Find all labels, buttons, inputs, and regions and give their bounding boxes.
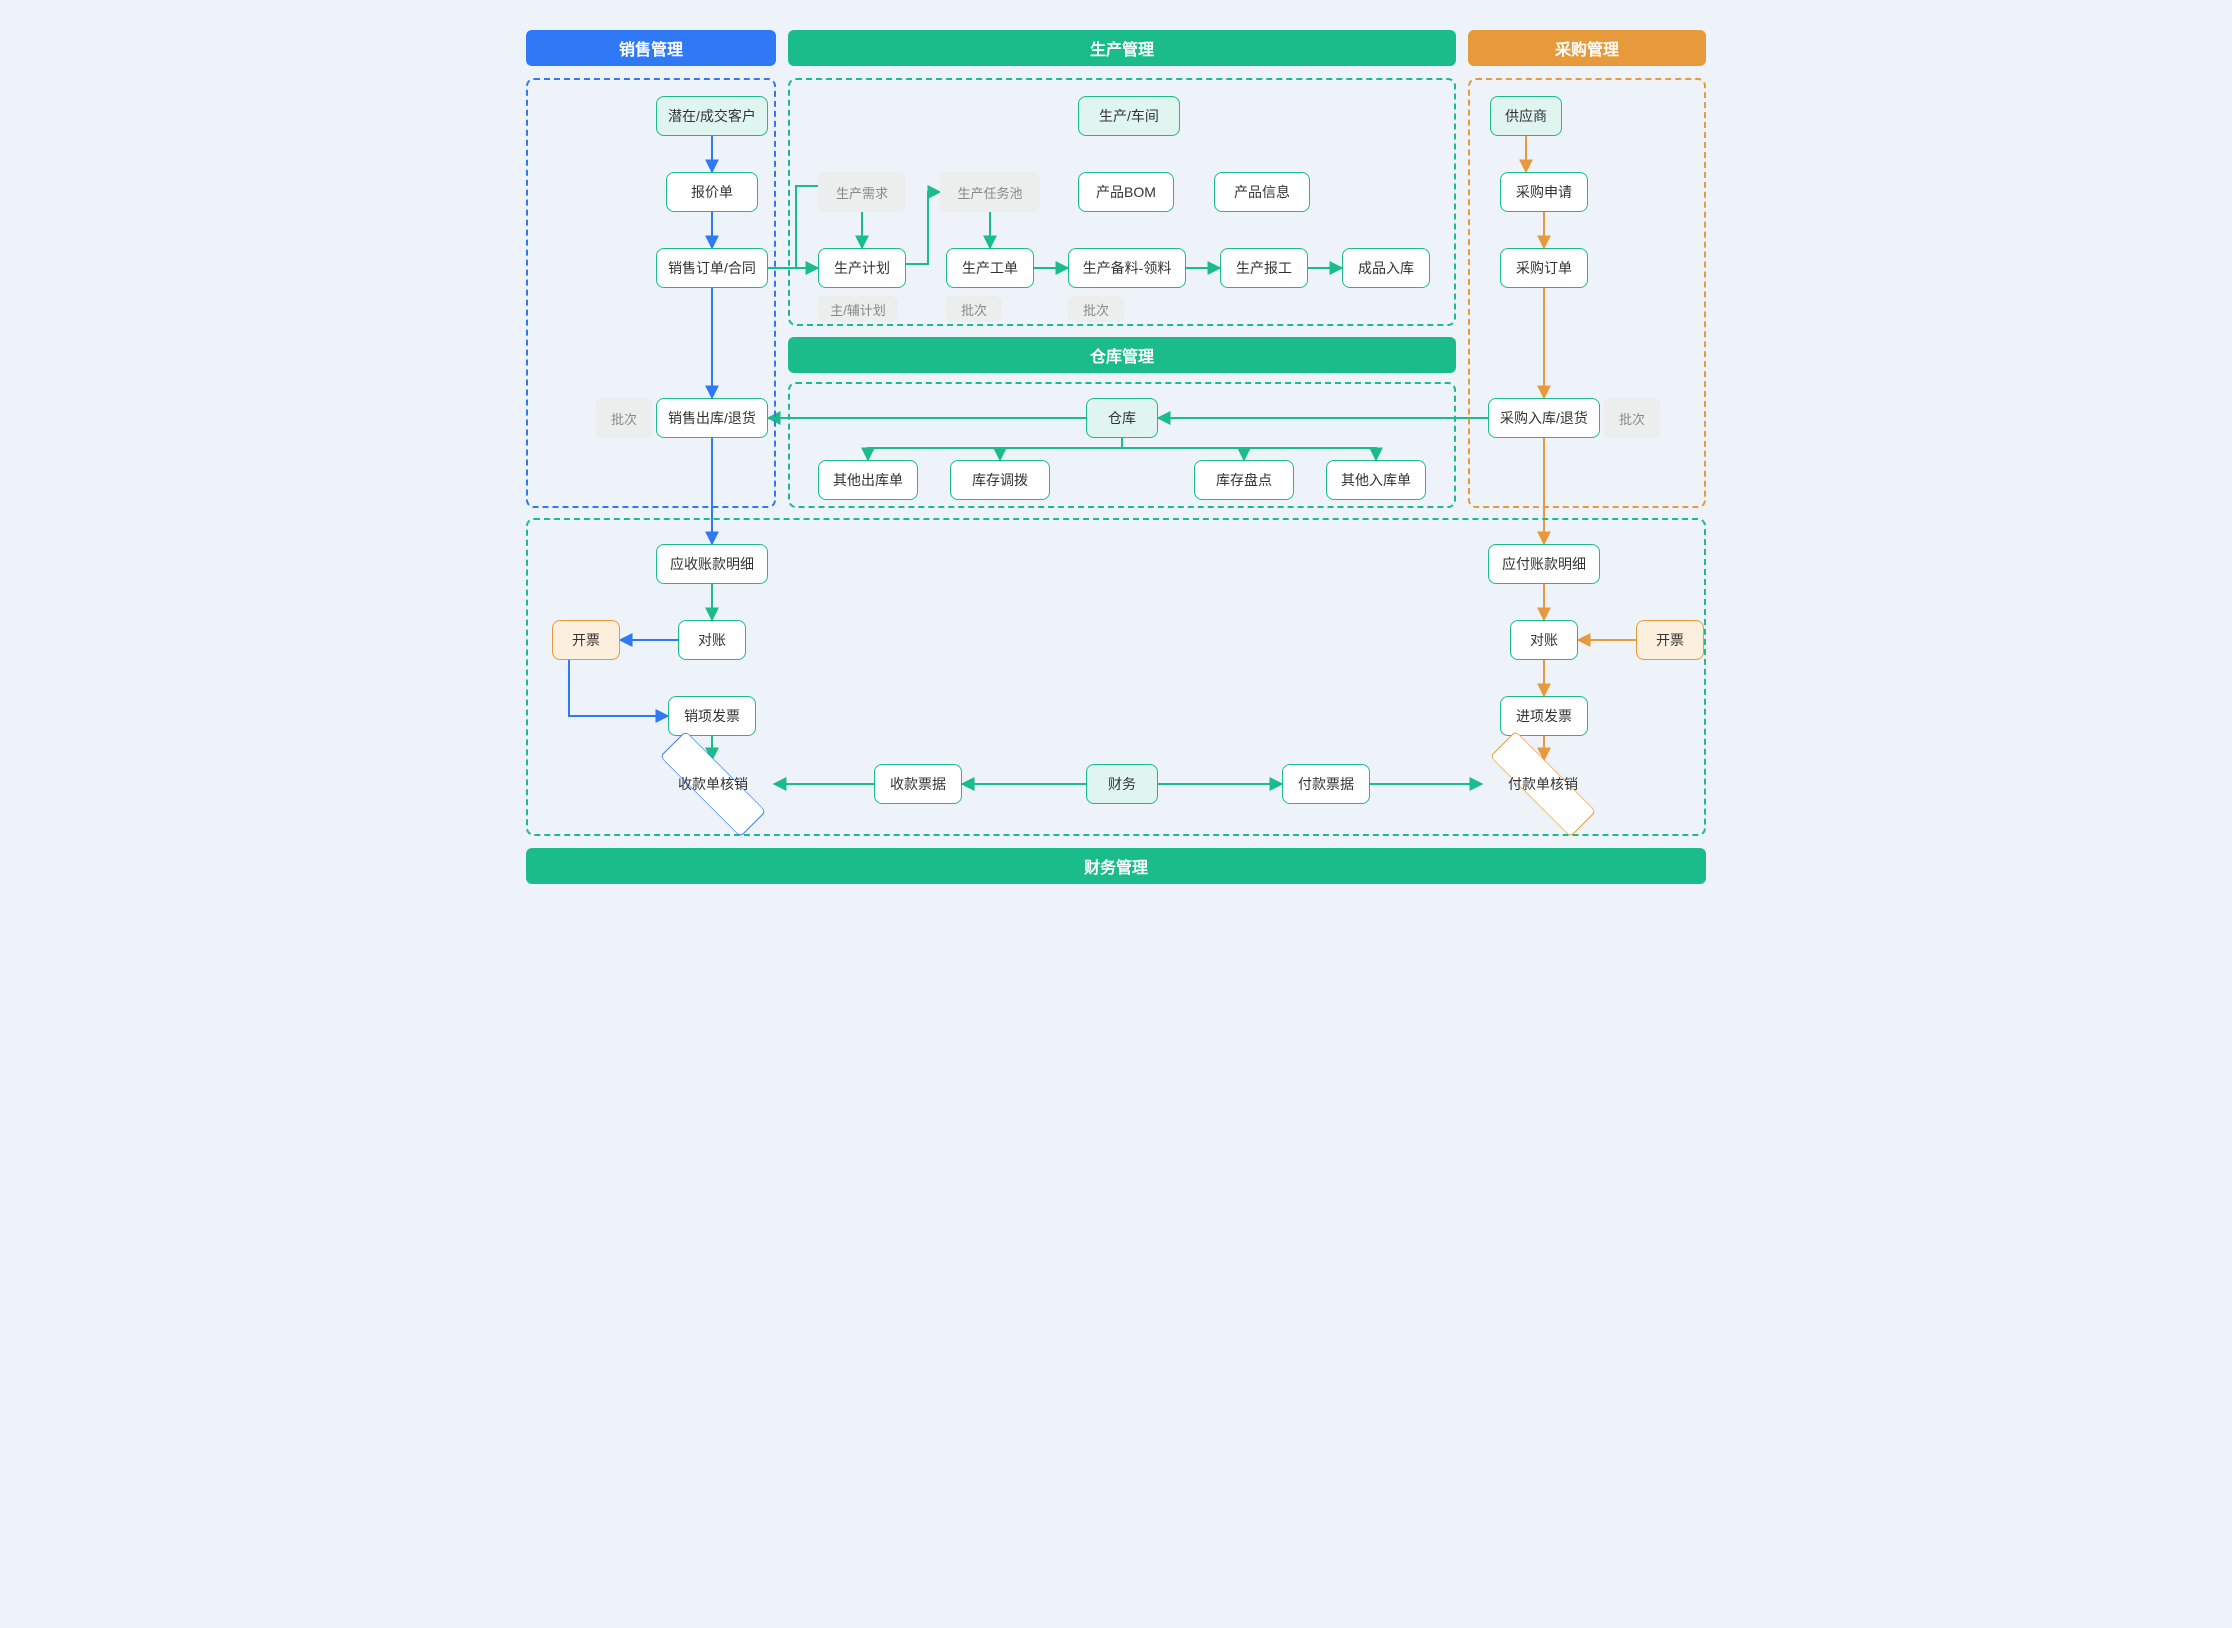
tag-t4: 批次 <box>596 398 652 438</box>
node-finished: 成品入库 <box>1342 248 1430 288</box>
node-invoice_r: 开票 <box>1636 620 1704 660</box>
diamond-rcpt_writeoff: 收款单核销 <box>656 756 770 812</box>
node-prep: 生产备料-领料 <box>1068 248 1186 288</box>
node-warehouse: 仓库 <box>1086 398 1158 438</box>
node-purchorder: 采购订单 <box>1500 248 1588 288</box>
tag-t5: 批次 <box>1604 398 1660 438</box>
node-rcpt_voucher: 收款票据 <box>874 764 962 804</box>
flowchart-canvas: 销售管理生产管理仓库管理 采购管理财务管理 潜在/成交客户报价单销售订单/合同销售出… <box>496 0 1736 910</box>
node-otherout: 其他出库单 <box>818 460 918 500</box>
section-header-warehouse: 仓库管理 <box>788 337 1456 373</box>
node-salesout: 销售出库/退货 <box>656 398 768 438</box>
node-invoice_l: 开票 <box>552 620 620 660</box>
node-customer: 潜在/成交客户 <box>656 96 768 136</box>
node-taskpool: 生产任务池 <box>940 172 1040 212</box>
section-header-production: 生产管理 <box>788 30 1456 66</box>
section-box-purchase <box>1468 78 1706 508</box>
node-recon_r: 对账 <box>1510 620 1578 660</box>
node-out_invoice: 销项发票 <box>668 696 756 736</box>
node-in_invoice: 进项发票 <box>1500 696 1588 736</box>
node-demand: 生产需求 <box>818 172 906 212</box>
diamond-pay_writeoff: 付款单核销 <box>1486 756 1600 812</box>
tag-t3: 批次 <box>1068 296 1124 322</box>
node-plan: 生产计划 <box>818 248 906 288</box>
node-purchreq: 采购申请 <box>1500 172 1588 212</box>
section-header-purchase: 采购管理 <box>1468 30 1706 66</box>
node-pay_voucher: 付款票据 <box>1282 764 1370 804</box>
node-finance_node: 财务 <box>1086 764 1158 804</box>
node-purchin: 采购入库/退货 <box>1488 398 1600 438</box>
node-salesorder: 销售订单/合同 <box>656 248 768 288</box>
node-otherin: 其他入库单 <box>1326 460 1426 500</box>
node-ap_detail: 应付账款明细 <box>1488 544 1600 584</box>
tag-t2: 批次 <box>946 296 1002 322</box>
tag-t1: 主/辅计划 <box>818 296 898 322</box>
node-workorder: 生产工单 <box>946 248 1034 288</box>
node-ar_detail: 应收账款明细 <box>656 544 768 584</box>
node-report: 生产报工 <box>1220 248 1308 288</box>
node-workshop: 生产/车间 <box>1078 96 1180 136</box>
node-bom: 产品BOM <box>1078 172 1174 212</box>
node-quote: 报价单 <box>666 172 758 212</box>
section-header-finance: 财务管理 <box>526 848 1706 884</box>
section-header-sales: 销售管理 <box>526 30 776 66</box>
section-box-sales <box>526 78 776 508</box>
node-transfer: 库存调拨 <box>950 460 1050 500</box>
node-pinfo: 产品信息 <box>1214 172 1310 212</box>
node-recon_l: 对账 <box>678 620 746 660</box>
node-supplier: 供应商 <box>1490 96 1562 136</box>
node-stocktake: 库存盘点 <box>1194 460 1294 500</box>
